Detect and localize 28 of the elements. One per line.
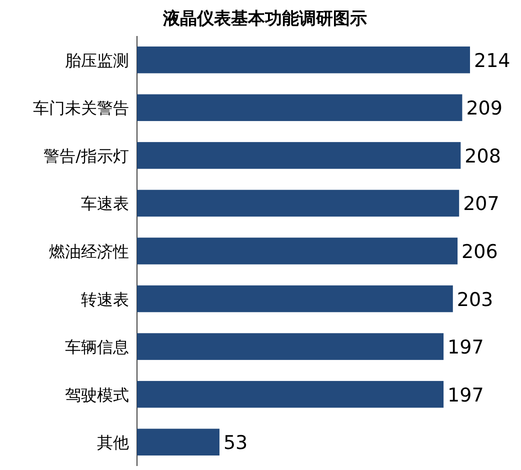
bar [137,380,444,408]
data-label: 214 [474,50,510,72]
y-tick-label: 警告/指示灯 [44,146,129,166]
y-tick-label: 胎压监测 [65,50,129,70]
bar [137,94,462,122]
data-label: 203 [456,288,494,311]
chart-title: 液晶仪表基本功能调研图示 [162,9,367,29]
data-label: 206 [462,241,498,263]
data-label: 53 [223,432,248,454]
y-tick-label: 驾驶模式 [65,385,129,404]
bar [137,333,444,360]
bar [137,190,460,217]
y-tick-label: 车辆信息 [65,338,129,357]
data-label: 208 [464,145,501,168]
y-tick-label: 转速表 [81,290,129,309]
data-label: 207 [463,193,500,216]
bar [137,428,220,456]
y-tick-label: 燃油经济性 [49,242,129,261]
bar [137,285,453,312]
data-label: 197 [448,336,484,359]
y-tick-label: 其他 [97,433,129,452]
bar [137,238,458,264]
bar [137,46,470,74]
data-label: 197 [448,384,484,406]
data-label: 209 [466,98,502,120]
y-tick-label: 车速表 [81,194,129,214]
y-tick-label: 车门未关警告 [33,98,129,118]
bar [137,142,461,169]
